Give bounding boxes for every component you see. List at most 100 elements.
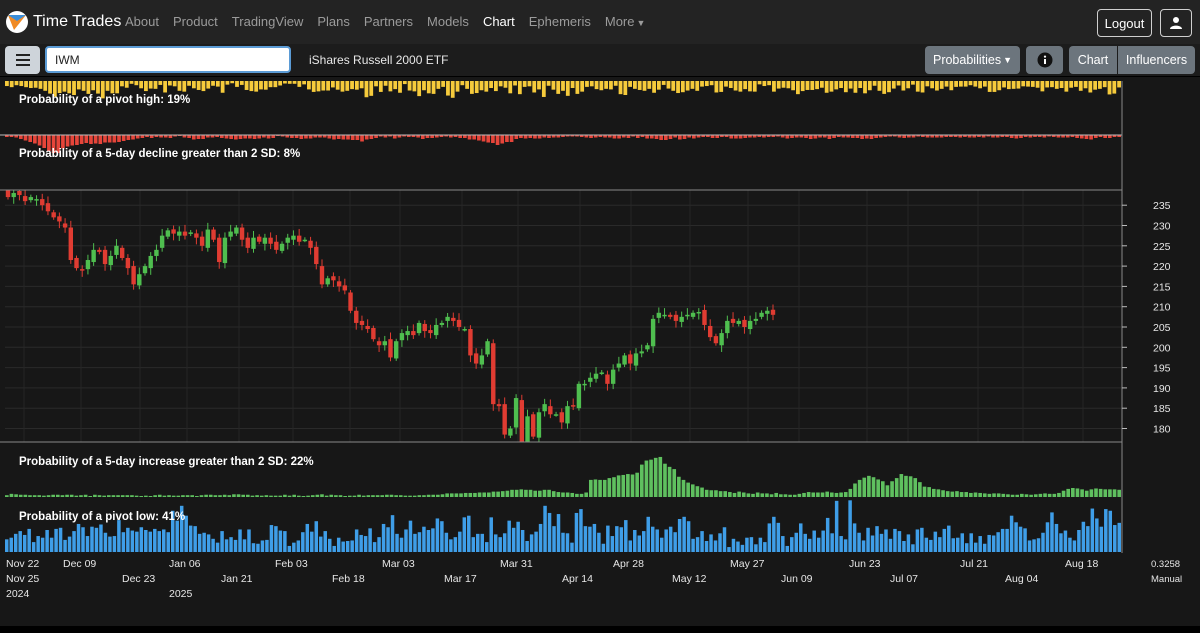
price-tick-label: 210 [1153, 302, 1171, 314]
pivot-high-bar [191, 81, 196, 89]
increase-bar [366, 495, 371, 497]
pivot-high-bar [148, 81, 153, 89]
nav-partners[interactable]: Partners [363, 14, 414, 29]
pivot-low-bar [615, 526, 619, 552]
increase-bar [426, 494, 431, 497]
pivot-high-bar [1026, 81, 1030, 87]
increase-bar [598, 479, 602, 497]
nav-plans[interactable]: Plans [317, 14, 350, 29]
candle-body [639, 351, 644, 354]
info-icon [1037, 52, 1052, 68]
scale-mode[interactable]: Manual [1151, 574, 1182, 585]
nav-more-dropdown[interactable]: More ▼ [605, 14, 646, 29]
pivot-low-bar [1113, 525, 1117, 552]
pivot-high-bar [561, 81, 565, 91]
increase-bar [157, 494, 162, 497]
increase-bar [538, 490, 542, 497]
decline-bar [449, 135, 453, 138]
increase-bar [246, 494, 250, 497]
pivot-low-bar [1068, 537, 1072, 552]
logout-button[interactable]: Logout [1097, 9, 1152, 37]
pivot-low-bar [144, 530, 148, 552]
nav-tradingview[interactable]: TradingView [231, 14, 304, 29]
pivot-low-bar [852, 523, 857, 552]
pivot-high-bar [585, 81, 589, 87]
tab-chart[interactable]: Chart [1069, 46, 1117, 74]
increase-bar [375, 495, 380, 497]
increase-bar [635, 472, 639, 497]
date-tick-label: Dec 09 [63, 558, 96, 570]
candle-body [759, 312, 764, 317]
pivot-low-bar [740, 544, 745, 552]
date-tick-label: Aug 04 [1005, 573, 1038, 585]
pivot-low-bar [1036, 538, 1041, 552]
pivot-low-bar [561, 532, 565, 552]
pivot-high-bar [776, 81, 781, 89]
pivot-high-bar [1045, 81, 1050, 88]
nav-product[interactable]: Product [172, 14, 218, 29]
pivot-high-bar [407, 81, 412, 91]
pivot-low-bar [538, 523, 543, 552]
candle-body [730, 318, 736, 323]
pivot-high-bar [704, 81, 709, 87]
pivot-high-bar [647, 81, 652, 89]
pivot-high-bar [326, 81, 330, 91]
decline-bar [888, 135, 892, 137]
candle-body [80, 269, 85, 271]
decline-bar [173, 135, 177, 137]
symbol-search-input[interactable] [45, 46, 291, 73]
decline-bar [1093, 135, 1098, 138]
pivot-low-bar [1032, 539, 1036, 552]
date-tick-label: May 12 [672, 573, 707, 585]
increase-bar [120, 495, 125, 497]
brand-logo[interactable]: Time Trades [5, 8, 121, 36]
decline-bar [341, 135, 346, 140]
nav-chart[interactable]: Chart [482, 14, 515, 29]
menu-button[interactable] [5, 46, 40, 74]
decline-bar [360, 135, 364, 142]
nav-models[interactable]: Models [427, 14, 469, 29]
pivot-high-bar [791, 81, 795, 91]
candle-body [719, 333, 724, 346]
candle-body [68, 227, 73, 261]
decline-bar [472, 135, 477, 140]
pivot-high-bar [556, 81, 561, 94]
probabilities-dropdown[interactable]: Probabilities ▼ [925, 46, 1020, 74]
price-tick-label: 205 [1153, 322, 1171, 334]
pivot-low-bar [668, 526, 673, 552]
price-chart-svg[interactable]: 235 230 225 220 215 210 205 200 195 190 185 180 Nov… [0, 77, 1200, 626]
decline-bar [864, 135, 869, 139]
tab-influencers[interactable]: Influencers [1118, 46, 1195, 74]
pivot-high-bar [369, 81, 374, 96]
chart-area[interactable]: 235 230 225 220 215 210 205 200 195 190 185 180 Nov… [0, 77, 1200, 626]
pivot-low-bar [1104, 509, 1108, 552]
nav-ephemeris[interactable]: Ephemeris [528, 14, 591, 29]
decline-bar [799, 135, 804, 138]
increase-bar [658, 456, 663, 497]
decline-bar [841, 135, 846, 138]
info-button[interactable] [1026, 46, 1063, 74]
decline-bar [1009, 135, 1014, 138]
pivot-low-bar [63, 539, 67, 552]
pivot-high-bar [551, 81, 556, 90]
candle-body [565, 406, 570, 424]
candle-body [34, 199, 39, 201]
increase-bar [1117, 489, 1121, 497]
increase-bar [1020, 493, 1024, 497]
pivot-low-bar [274, 526, 278, 552]
nav-more-label: More [604, 14, 635, 29]
decline-bar [692, 135, 696, 139]
user-account-button[interactable] [1160, 9, 1192, 37]
pivot-high-bar [422, 81, 426, 91]
decline-bar [19, 135, 23, 139]
pivot-high-bar [738, 81, 743, 92]
pivot-high-bar [374, 81, 378, 87]
candle-body [256, 236, 262, 242]
pivot-low-bar [893, 528, 897, 552]
decline-bar [1089, 135, 1093, 140]
candle-body [211, 229, 216, 240]
pivot-high-bar [666, 81, 671, 89]
nav-about[interactable]: About [125, 14, 159, 29]
pivot-low-bar [40, 537, 45, 552]
increase-bar [575, 493, 579, 497]
